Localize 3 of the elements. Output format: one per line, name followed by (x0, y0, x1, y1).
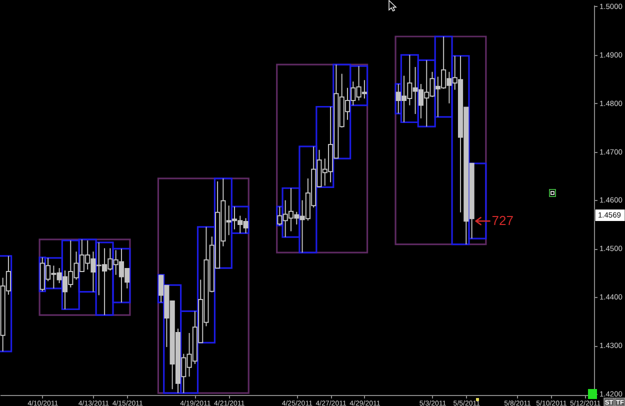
button[interactable] (604, 398, 614, 406)
button[interactable] (614, 398, 625, 406)
annotation: 727 (492, 213, 514, 228)
